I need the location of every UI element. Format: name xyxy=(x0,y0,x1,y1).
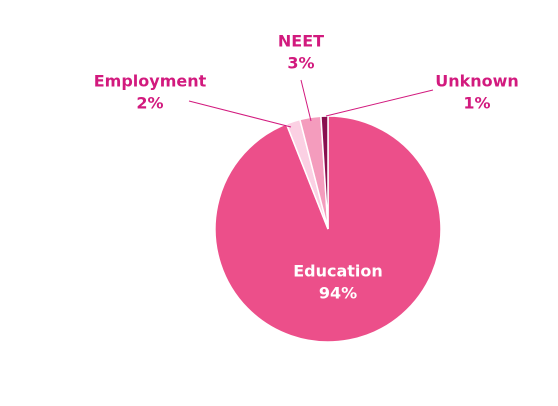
leader-line-employment xyxy=(188,100,292,128)
slice-label-employment: Employment xyxy=(94,72,207,91)
slice-label-education: Education xyxy=(293,262,383,281)
slice-value-neet: 3% xyxy=(287,54,314,73)
slice-value-employment: 2% xyxy=(136,94,163,113)
leader-line-unknown xyxy=(325,89,434,117)
slice-value-education: 94% xyxy=(319,284,357,303)
leader-line-neet xyxy=(300,79,312,122)
slice-label-unknown: Unknown xyxy=(435,72,519,91)
slice-value-unknown: 1% xyxy=(463,94,490,113)
slice-label-neet: NEET xyxy=(278,32,324,51)
